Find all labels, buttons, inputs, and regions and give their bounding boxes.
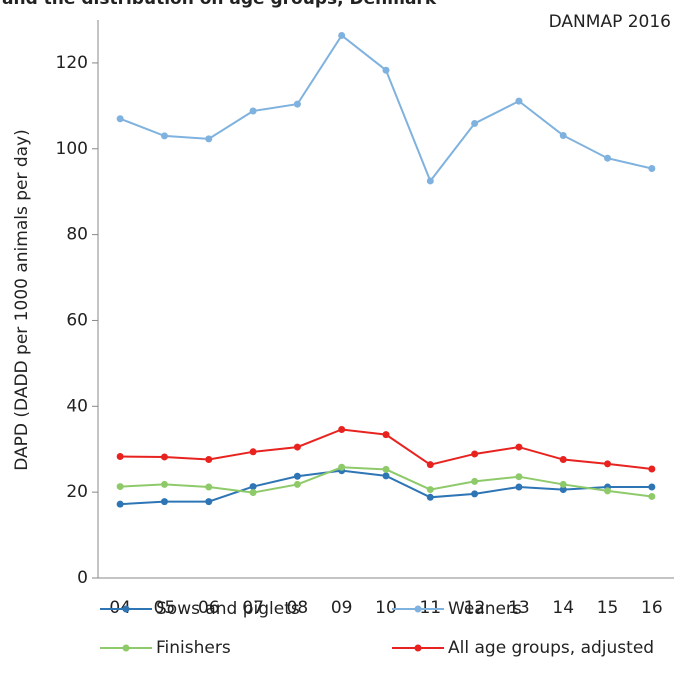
point bbox=[160, 132, 168, 140]
point bbox=[160, 480, 168, 488]
point bbox=[382, 66, 390, 74]
point bbox=[205, 456, 213, 464]
point bbox=[338, 463, 346, 471]
point bbox=[116, 483, 124, 491]
point bbox=[648, 165, 656, 173]
point bbox=[559, 480, 567, 488]
point bbox=[338, 425, 346, 433]
x-tick-label: 14 bbox=[552, 598, 574, 618]
point bbox=[293, 443, 301, 451]
point bbox=[604, 154, 612, 162]
point bbox=[382, 472, 390, 480]
x-tick-label: 09 bbox=[331, 598, 353, 618]
chart-title: and the distribution on age groups, Denm… bbox=[2, 0, 437, 9]
line bbox=[119, 33, 653, 183]
legend-point bbox=[414, 644, 422, 652]
point bbox=[116, 115, 124, 123]
x-tick-label: 06 bbox=[198, 598, 220, 618]
point bbox=[426, 493, 434, 501]
x-tick-label: 07 bbox=[242, 598, 264, 618]
point bbox=[604, 460, 612, 468]
y-tick-label: 80 bbox=[66, 225, 88, 245]
point bbox=[515, 483, 523, 491]
legend-point bbox=[122, 644, 130, 652]
point bbox=[293, 480, 301, 488]
point bbox=[426, 461, 434, 469]
point bbox=[382, 431, 390, 439]
y-tick-label: 100 bbox=[56, 139, 88, 159]
legend-label: All age groups, adjusted bbox=[448, 638, 654, 658]
point bbox=[116, 453, 124, 461]
y-tick-label: 60 bbox=[66, 310, 88, 330]
y-axis-label: DAPD (DADD per 1000 animals per day) bbox=[12, 129, 32, 471]
point bbox=[426, 486, 434, 494]
point bbox=[471, 450, 479, 458]
point bbox=[293, 100, 301, 108]
point bbox=[116, 500, 124, 508]
point bbox=[471, 119, 479, 127]
point bbox=[648, 483, 656, 491]
x-tick-label: 12 bbox=[464, 598, 486, 618]
point bbox=[249, 489, 257, 497]
point bbox=[160, 453, 168, 461]
point bbox=[559, 486, 567, 494]
y-tick-label: 40 bbox=[66, 396, 88, 416]
x-tick-label: 15 bbox=[597, 598, 619, 618]
point bbox=[249, 483, 257, 491]
point bbox=[205, 483, 213, 491]
y-tick-label: 0 bbox=[77, 568, 88, 588]
point bbox=[160, 498, 168, 506]
point bbox=[426, 177, 434, 185]
point bbox=[471, 477, 479, 485]
point bbox=[515, 443, 523, 451]
point bbox=[559, 131, 567, 139]
point bbox=[382, 465, 390, 473]
point bbox=[515, 473, 523, 481]
point bbox=[648, 465, 656, 473]
legend-label: Sows and piglets bbox=[156, 599, 300, 619]
x-tick-label: 13 bbox=[508, 598, 530, 618]
point bbox=[604, 487, 612, 495]
legend-point bbox=[122, 605, 130, 613]
annotation: DANMAP 2016 bbox=[549, 12, 671, 32]
point bbox=[205, 498, 213, 506]
x-tick-label: 05 bbox=[154, 598, 176, 618]
legend-label: Weaners bbox=[448, 599, 522, 619]
x-tick-label: 16 bbox=[641, 598, 663, 618]
x-tick-label: 10 bbox=[375, 598, 397, 618]
y-tick-label: 120 bbox=[56, 53, 88, 73]
point bbox=[471, 490, 479, 498]
y-tick-label: 20 bbox=[66, 482, 88, 502]
point bbox=[515, 97, 523, 105]
point bbox=[249, 107, 257, 115]
point bbox=[338, 31, 346, 39]
point bbox=[205, 135, 213, 143]
legend-point bbox=[414, 605, 422, 613]
point bbox=[648, 492, 656, 500]
legend-label: Finishers bbox=[156, 638, 231, 658]
point bbox=[249, 448, 257, 456]
point bbox=[293, 472, 301, 480]
point bbox=[559, 456, 567, 464]
x-tick-label: 08 bbox=[287, 598, 309, 618]
